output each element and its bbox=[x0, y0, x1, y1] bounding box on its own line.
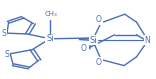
Text: O: O bbox=[96, 15, 102, 24]
Text: S: S bbox=[5, 50, 9, 59]
Text: O: O bbox=[80, 44, 86, 53]
Text: N: N bbox=[145, 36, 150, 45]
Text: CH₃: CH₃ bbox=[45, 11, 58, 17]
Text: Si: Si bbox=[90, 36, 97, 45]
Text: S: S bbox=[2, 29, 6, 38]
Text: O: O bbox=[96, 58, 102, 67]
Text: Si: Si bbox=[46, 34, 54, 43]
